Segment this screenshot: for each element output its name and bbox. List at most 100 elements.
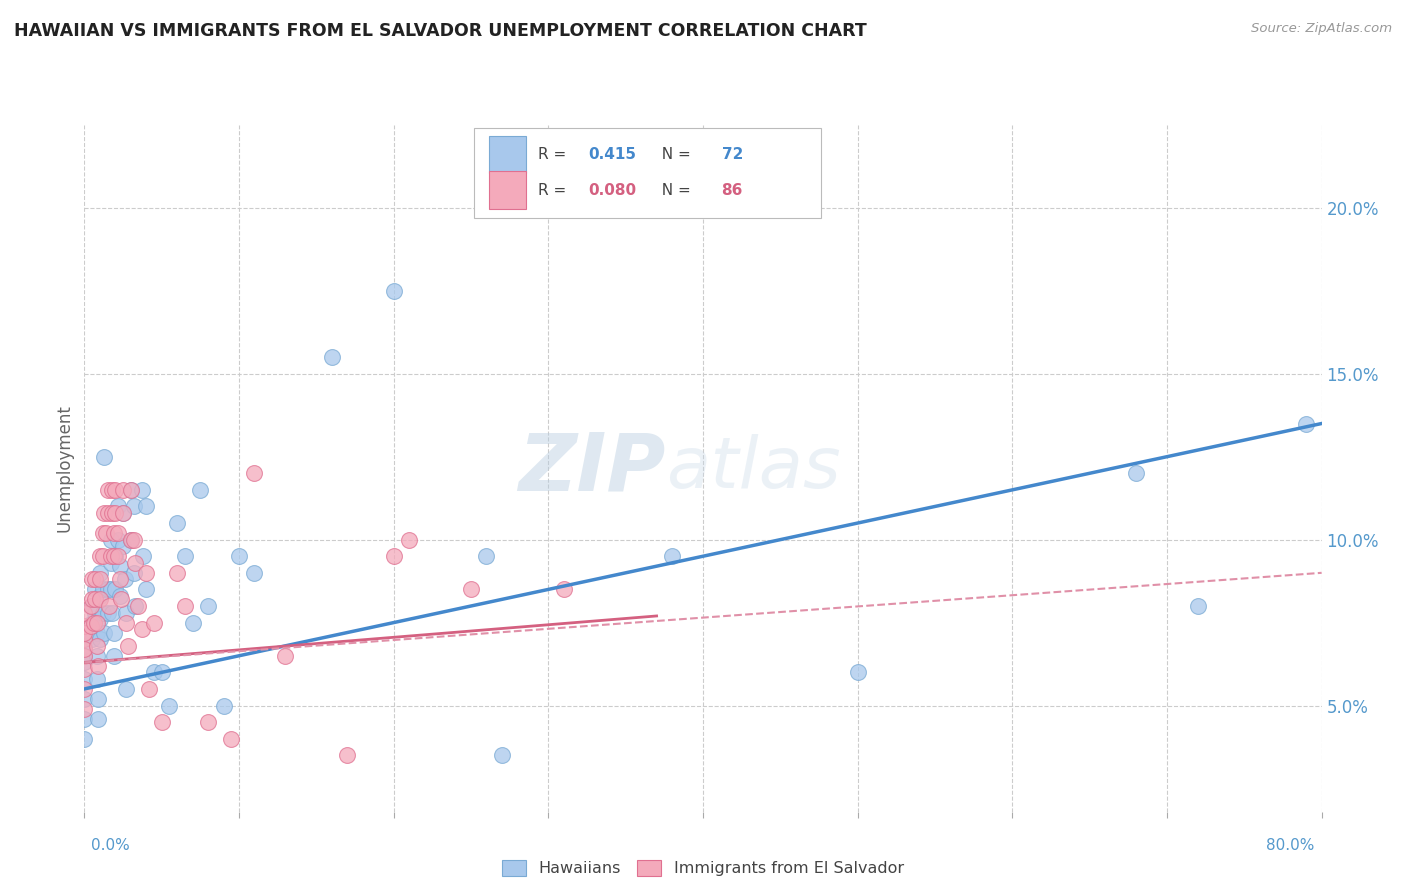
Point — [104, 483, 127, 497]
Point — [82, 592, 104, 607]
Point — [86, 615, 108, 630]
Point — [491, 748, 513, 763]
Point — [382, 549, 405, 564]
Point — [131, 483, 153, 497]
FancyBboxPatch shape — [489, 136, 526, 173]
Point — [150, 715, 173, 730]
Point — [181, 615, 204, 630]
Point — [166, 566, 188, 580]
Text: R =: R = — [538, 147, 572, 162]
Point — [101, 506, 124, 520]
Point — [100, 556, 122, 570]
Point — [243, 467, 266, 481]
Point — [197, 599, 219, 613]
Point — [159, 698, 181, 713]
Point — [84, 573, 107, 587]
Point — [104, 582, 127, 597]
Point — [103, 526, 125, 541]
Text: Source: ZipAtlas.com: Source: ZipAtlas.com — [1251, 22, 1392, 36]
Point — [82, 632, 104, 647]
Point — [174, 549, 197, 564]
Point — [91, 549, 114, 564]
Point — [73, 692, 96, 706]
Text: 0.0%: 0.0% — [91, 838, 131, 854]
Point — [117, 639, 139, 653]
Point — [100, 533, 122, 547]
Point — [84, 606, 107, 620]
Point — [243, 566, 266, 580]
Point — [107, 549, 129, 564]
Point — [188, 483, 212, 497]
Point — [91, 526, 114, 541]
Text: HAWAIIAN VS IMMIGRANTS FROM EL SALVADOR UNEMPLOYMENT CORRELATION CHART: HAWAIIAN VS IMMIGRANTS FROM EL SALVADOR … — [14, 22, 868, 40]
Point — [143, 615, 166, 630]
Point — [73, 731, 96, 746]
Point — [89, 612, 111, 626]
Point — [112, 539, 135, 553]
Point — [846, 665, 869, 680]
Legend: Hawaiians, Immigrants from El Salvador: Hawaiians, Immigrants from El Salvador — [496, 854, 910, 883]
Point — [73, 625, 96, 640]
Point — [228, 549, 250, 564]
Text: N =: N = — [652, 147, 696, 162]
Point — [79, 599, 101, 613]
Point — [93, 506, 115, 520]
Text: 0.080: 0.080 — [588, 183, 636, 198]
Text: 80.0%: 80.0% — [1267, 838, 1315, 854]
Point — [120, 533, 142, 547]
Text: R =: R = — [538, 183, 572, 198]
Point — [120, 483, 142, 497]
Point — [115, 681, 138, 696]
Point — [104, 506, 127, 520]
Point — [398, 533, 420, 547]
Point — [97, 483, 120, 497]
Point — [86, 625, 108, 640]
Point — [114, 573, 136, 587]
Point — [89, 566, 111, 580]
Point — [73, 639, 96, 653]
Point — [101, 483, 124, 497]
Point — [124, 556, 146, 570]
Text: N =: N = — [652, 183, 696, 198]
Point — [197, 715, 219, 730]
Point — [460, 582, 482, 597]
Point — [73, 648, 96, 663]
Point — [91, 606, 114, 620]
Point — [86, 672, 108, 686]
Point — [94, 526, 117, 541]
Point — [93, 450, 115, 464]
Point — [73, 662, 96, 676]
Text: atlas: atlas — [666, 434, 841, 503]
Point — [1295, 417, 1317, 431]
Point — [122, 533, 145, 547]
Point — [87, 712, 110, 726]
Point — [103, 648, 125, 663]
Point — [135, 582, 157, 597]
Point — [104, 549, 127, 564]
Point — [100, 582, 122, 597]
Point — [107, 533, 129, 547]
Point — [86, 639, 108, 653]
Point — [73, 681, 96, 696]
Point — [661, 549, 683, 564]
Point — [86, 648, 108, 663]
Point — [98, 599, 121, 613]
Point — [82, 573, 104, 587]
Point — [73, 625, 96, 640]
Point — [138, 681, 160, 696]
FancyBboxPatch shape — [489, 171, 526, 209]
Point — [97, 506, 120, 520]
Point — [115, 606, 138, 620]
Point — [128, 599, 150, 613]
Point — [73, 606, 96, 620]
Point — [73, 672, 96, 686]
Point — [1187, 599, 1209, 613]
Point — [87, 692, 110, 706]
Point — [112, 506, 135, 520]
Point — [108, 559, 131, 574]
Point — [91, 582, 114, 597]
Point — [131, 622, 153, 636]
Point — [107, 500, 129, 514]
Point — [321, 350, 343, 364]
Point — [73, 656, 96, 670]
